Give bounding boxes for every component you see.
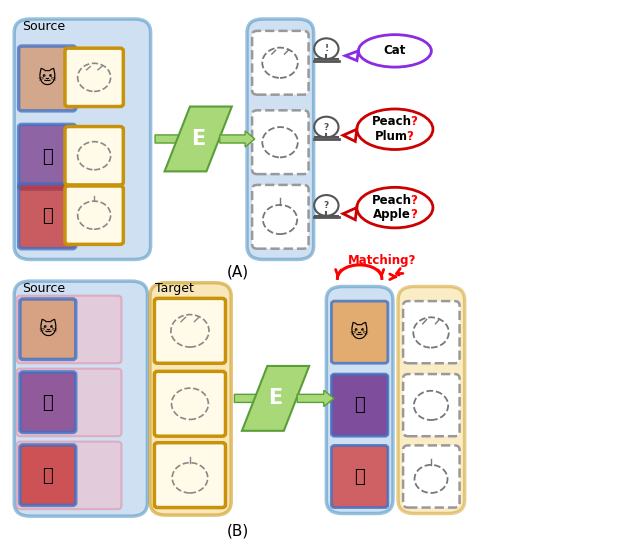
FancyBboxPatch shape bbox=[20, 299, 76, 359]
Text: Target: Target bbox=[155, 282, 194, 295]
FancyBboxPatch shape bbox=[20, 372, 76, 432]
Text: 🐱: 🐱 bbox=[350, 323, 369, 341]
Polygon shape bbox=[164, 106, 232, 171]
Text: Peach: Peach bbox=[372, 194, 412, 207]
Ellipse shape bbox=[356, 109, 433, 150]
Text: 🐱: 🐱 bbox=[38, 321, 57, 339]
Circle shape bbox=[314, 38, 339, 59]
Text: Cat: Cat bbox=[383, 44, 406, 57]
FancyArrow shape bbox=[220, 131, 255, 147]
FancyBboxPatch shape bbox=[17, 296, 122, 363]
Text: !: ! bbox=[324, 44, 328, 53]
Polygon shape bbox=[345, 51, 358, 61]
Text: 🍎: 🍎 bbox=[42, 207, 52, 225]
FancyBboxPatch shape bbox=[332, 301, 388, 363]
Polygon shape bbox=[343, 207, 356, 220]
FancyBboxPatch shape bbox=[403, 446, 460, 508]
FancyBboxPatch shape bbox=[19, 124, 76, 189]
FancyBboxPatch shape bbox=[20, 445, 76, 506]
FancyBboxPatch shape bbox=[17, 442, 122, 509]
FancyBboxPatch shape bbox=[247, 19, 314, 259]
Text: Source: Source bbox=[22, 20, 65, 33]
FancyBboxPatch shape bbox=[14, 19, 150, 259]
Ellipse shape bbox=[356, 187, 433, 228]
Text: ?: ? bbox=[324, 201, 329, 210]
FancyBboxPatch shape bbox=[326, 287, 393, 513]
FancyArrow shape bbox=[234, 390, 269, 406]
Text: 🍎: 🍎 bbox=[42, 467, 53, 485]
FancyBboxPatch shape bbox=[332, 446, 388, 508]
FancyBboxPatch shape bbox=[14, 281, 147, 516]
FancyBboxPatch shape bbox=[150, 283, 231, 515]
Text: ?: ? bbox=[410, 115, 417, 128]
FancyBboxPatch shape bbox=[403, 301, 460, 363]
Text: 🍑: 🍑 bbox=[42, 394, 53, 412]
Text: (B): (B) bbox=[227, 524, 249, 539]
FancyArrow shape bbox=[297, 390, 334, 406]
FancyBboxPatch shape bbox=[332, 374, 388, 436]
FancyBboxPatch shape bbox=[65, 127, 124, 185]
Text: ?: ? bbox=[324, 123, 329, 132]
FancyBboxPatch shape bbox=[154, 371, 225, 436]
FancyBboxPatch shape bbox=[154, 299, 225, 363]
Text: 🍑: 🍑 bbox=[42, 148, 52, 166]
Polygon shape bbox=[242, 366, 309, 431]
FancyBboxPatch shape bbox=[19, 46, 76, 111]
Text: 🐱: 🐱 bbox=[38, 69, 56, 87]
Text: ?: ? bbox=[410, 194, 417, 207]
Polygon shape bbox=[343, 129, 356, 141]
Text: Peach: Peach bbox=[372, 115, 412, 128]
FancyBboxPatch shape bbox=[252, 31, 308, 94]
Text: 🍎: 🍎 bbox=[354, 468, 365, 486]
Text: Matching?: Matching? bbox=[348, 253, 416, 266]
FancyBboxPatch shape bbox=[403, 374, 460, 436]
Text: Apple: Apple bbox=[373, 209, 411, 221]
FancyArrow shape bbox=[155, 131, 192, 147]
Text: E: E bbox=[191, 129, 205, 149]
FancyBboxPatch shape bbox=[252, 110, 308, 174]
FancyBboxPatch shape bbox=[398, 287, 465, 513]
Text: (A): (A) bbox=[227, 264, 248, 280]
Ellipse shape bbox=[358, 34, 431, 67]
FancyBboxPatch shape bbox=[154, 443, 225, 508]
FancyBboxPatch shape bbox=[65, 48, 124, 106]
Text: ?: ? bbox=[406, 130, 413, 143]
FancyBboxPatch shape bbox=[65, 186, 124, 245]
FancyBboxPatch shape bbox=[17, 369, 122, 436]
Text: Source: Source bbox=[22, 282, 65, 295]
Circle shape bbox=[314, 195, 339, 216]
Text: E: E bbox=[268, 388, 283, 408]
FancyBboxPatch shape bbox=[252, 185, 308, 248]
FancyBboxPatch shape bbox=[19, 184, 76, 248]
Text: 🍇: 🍇 bbox=[354, 396, 365, 414]
Text: ?: ? bbox=[410, 209, 417, 221]
Text: Plum: Plum bbox=[375, 130, 408, 143]
Circle shape bbox=[314, 117, 339, 138]
